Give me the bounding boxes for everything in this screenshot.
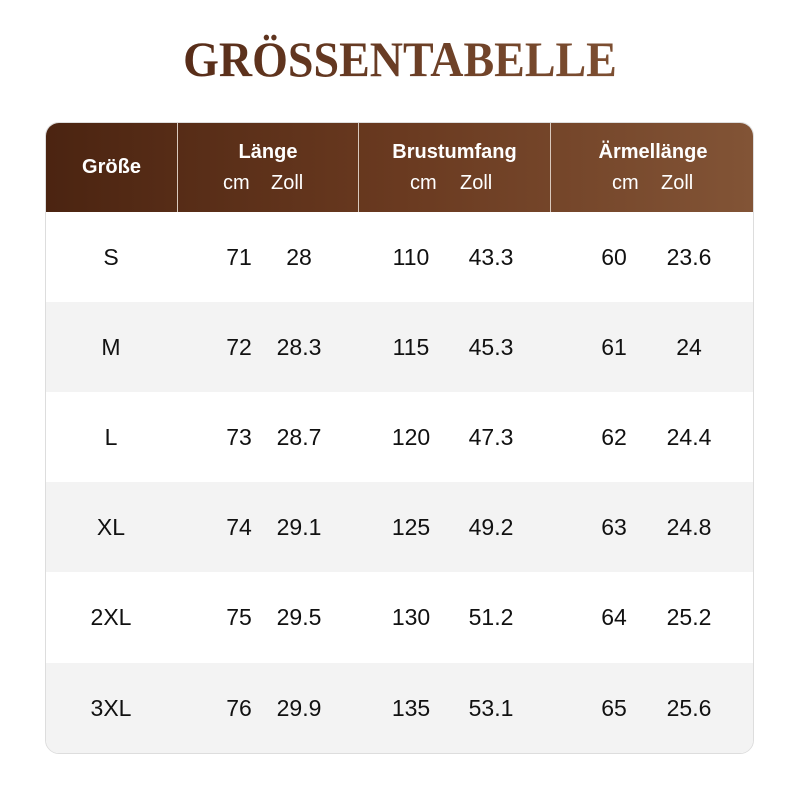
chest-cm-cell: 115 (392, 334, 430, 360)
sleeve-cm-cell: 64 (601, 604, 627, 630)
header-unit-cm: cm (410, 172, 437, 194)
length-cm-cell: 72 (226, 334, 252, 360)
length-inch-cell: 29.9 (276, 695, 322, 721)
sleeve-cm-cell: 65 (601, 695, 627, 721)
header-length: Länge cm Zoll (177, 123, 358, 212)
size-cell: XL (96, 514, 126, 540)
length-cm-cell: 75 (226, 604, 252, 630)
table-row: M 72 28.3 115 45.3 61 24 (46, 302, 753, 392)
length-inch-cell: 28 (286, 244, 312, 270)
table-row: S 71 28 110 43.3 60 23.6 (46, 212, 753, 302)
page-title: GRÖSSENTABELLE (32, 30, 768, 88)
sleeve-cm-cell: 61 (601, 334, 627, 360)
size-cell: L (104, 424, 118, 450)
table-row: 2XL 75 29.5 130 51.2 64 25.2 (46, 572, 753, 662)
table-row: 3XL 76 29.9 135 53.1 65 25.6 (46, 663, 753, 753)
chest-cm-cell: 130 (391, 604, 431, 630)
length-inch-cell: 29.1 (276, 514, 322, 540)
sleeve-cm-cell: 63 (601, 514, 627, 540)
length-inch-cell: 29.5 (276, 604, 322, 630)
sleeve-inch-cell: 24.8 (666, 514, 712, 540)
sleeve-inch-cell: 25.6 (666, 695, 712, 721)
header-size-label: Größe (82, 156, 141, 178)
chest-inch-cell: 47.3 (468, 424, 514, 450)
header-chest: Brustumfang cm Zoll (358, 123, 550, 212)
header-unit-cm: cm (223, 172, 250, 194)
header-unit-inch: Zoll (460, 172, 493, 194)
size-cell: 3XL (90, 695, 132, 721)
length-cm-cell: 71 (226, 244, 252, 270)
size-cell: M (101, 334, 121, 360)
size-cell: S (103, 244, 119, 270)
chest-inch-cell: 53.1 (468, 695, 514, 721)
header-label: Ärmellänge (598, 141, 708, 163)
length-inch-cell: 28.7 (276, 424, 322, 450)
header-size: Größe (46, 123, 177, 212)
chest-inch-cell: 49.2 (468, 514, 514, 540)
sleeve-inch-cell: 23.6 (666, 244, 712, 270)
header-unit-inch: Zoll (271, 172, 304, 194)
table-row: L 73 28.7 120 47.3 62 24.4 (46, 392, 753, 482)
chest-inch-cell: 43.3 (468, 244, 514, 270)
sleeve-inch-cell: 24.4 (666, 424, 712, 450)
size-table: Größe Länge cm Zoll Brustumfang cm Zoll … (45, 122, 754, 754)
chest-inch-cell: 45.3 (468, 334, 514, 360)
header-unit-inch: Zoll (661, 172, 694, 194)
sleeve-inch-cell: 25.2 (666, 604, 712, 630)
table-header: Größe Länge cm Zoll Brustumfang cm Zoll … (46, 123, 753, 212)
table-row: XL 74 29.1 125 49.2 63 24.8 (46, 482, 753, 572)
chest-cm-cell: 135 (391, 695, 431, 721)
header-unit-cm: cm (612, 172, 639, 194)
sleeve-cm-cell: 60 (601, 244, 627, 270)
sleeve-inch-cell: 24 (676, 334, 702, 360)
length-cm-cell: 74 (226, 514, 252, 540)
sleeve-cm-cell: 62 (601, 424, 627, 450)
chest-cm-cell: 110 (392, 244, 430, 270)
chest-inch-cell: 51.2 (468, 604, 514, 630)
length-inch-cell: 28.3 (276, 334, 322, 360)
header-label: Länge (238, 141, 298, 163)
header-sleeve: Ärmellänge cm Zoll (550, 123, 753, 212)
length-cm-cell: 73 (226, 424, 252, 450)
chest-cm-cell: 120 (391, 424, 431, 450)
length-cm-cell: 76 (226, 695, 252, 721)
size-cell: 2XL (90, 604, 132, 630)
header-label: Brustumfang (392, 141, 517, 163)
chest-cm-cell: 125 (391, 514, 431, 540)
